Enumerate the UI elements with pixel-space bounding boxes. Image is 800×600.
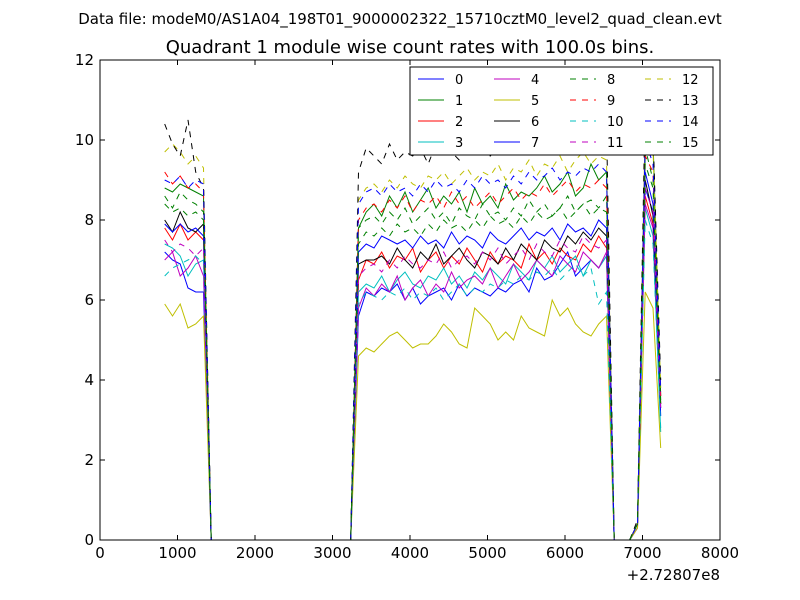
series-line-12 — [164, 123, 662, 541]
series-line-15 — [164, 163, 662, 541]
axis-ticks: 0 1000 2000 3000 4000 5000 6000 7000 80000246810… — [75, 51, 739, 562]
series-line-11 — [164, 187, 662, 541]
x-tick-label: 7000 — [623, 544, 661, 562]
x-tick-label: 2000 — [236, 544, 274, 562]
series-line-8 — [164, 147, 662, 541]
legend-label-5: 5 — [531, 94, 539, 109]
series-line-9 — [164, 155, 662, 541]
legend-label-2: 2 — [455, 115, 463, 130]
series-line-0 — [164, 187, 662, 541]
x-tick-label: 0 — [95, 544, 105, 562]
legend-label-7: 7 — [531, 136, 539, 151]
chart-suptitle: Data file: modeM0/AS1A04_198T01_90000023… — [78, 10, 722, 29]
y-tick-label: 2 — [84, 451, 94, 469]
legend-label-10: 10 — [607, 115, 624, 130]
x-tick-label: 4000 — [391, 544, 429, 562]
series-line-13 — [164, 99, 662, 541]
legend-label-15: 15 — [682, 136, 699, 151]
legend-label-8: 8 — [607, 73, 615, 88]
series-line-4 — [164, 203, 662, 541]
series-line-5 — [164, 291, 662, 541]
x-tick-label: 1000 — [158, 544, 196, 562]
series-line-7 — [164, 171, 662, 541]
legend-label-6: 6 — [531, 115, 539, 130]
legend-label-11: 11 — [607, 136, 624, 151]
chart-title: Quadrant 1 module wise count rates with … — [166, 37, 655, 58]
x-tick-label: 8000 — [701, 544, 739, 562]
y-tick-label: 12 — [75, 51, 94, 69]
x-tick-label: 5000 — [468, 544, 506, 562]
plot-area: 0 1000 2000 3000 4000 5000 6000 7000 80000246810… — [75, 51, 739, 562]
legend-label-0: 0 — [455, 73, 463, 88]
legend-label-1: 1 — [455, 94, 463, 109]
series-line-3 — [164, 207, 662, 541]
legend-label-4: 4 — [531, 73, 539, 88]
series-line-6 — [164, 179, 662, 541]
legend-label-14: 14 — [682, 115, 699, 130]
y-tick-label: 0 — [84, 531, 94, 549]
legend-box — [409, 66, 714, 156]
y-tick-label: 8 — [84, 211, 94, 229]
y-tick-label: 4 — [84, 371, 94, 389]
series-layer — [164, 99, 662, 541]
series-line-14 — [164, 139, 662, 541]
x-tick-label: 3000 — [313, 544, 351, 562]
y-tick-label: 6 — [84, 291, 94, 309]
series-line-1 — [164, 139, 662, 541]
x-offset-label: +2.72807e8 — [627, 566, 720, 584]
legend-label-3: 3 — [455, 136, 463, 151]
legend-label-13: 13 — [682, 94, 699, 109]
legend-label-12: 12 — [682, 73, 699, 88]
legend-label-9: 9 — [607, 94, 615, 109]
x-tick-label: 6000 — [546, 544, 584, 562]
y-tick-label: 10 — [75, 131, 94, 149]
